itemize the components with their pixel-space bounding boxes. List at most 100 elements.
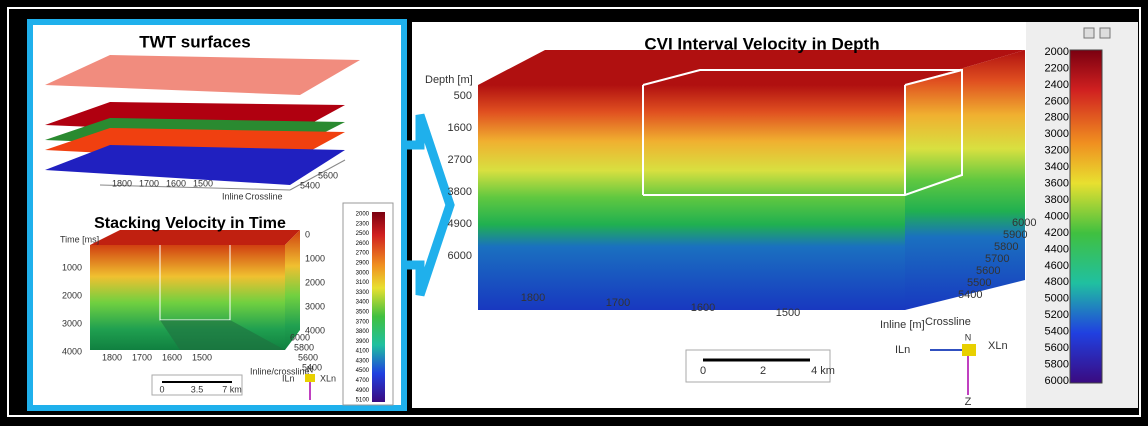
compass-label: ILn — [895, 344, 910, 356]
tick-label: 2000 — [356, 212, 370, 218]
axis-label: Inline/crossline — [250, 366, 310, 376]
tick-label: 4 km — [811, 365, 835, 377]
tick-label: 6000 — [1012, 217, 1036, 229]
compass-label: Z — [965, 396, 972, 408]
cube-top — [478, 50, 1025, 85]
tick-label: 4000 — [305, 325, 325, 335]
tick-label: 5200 — [1045, 309, 1069, 321]
tick-label: 0 — [159, 384, 164, 394]
compass-label: N — [307, 364, 314, 374]
cut-floor — [160, 320, 285, 350]
tick-label: 3000 — [356, 270, 370, 276]
panel-title: TWT surfaces — [139, 32, 250, 51]
tick-label: 6000 — [290, 332, 310, 342]
cut-outline — [642, 69, 963, 196]
window-button[interactable] — [1083, 27, 1095, 39]
tick-label: 3800 — [356, 329, 370, 335]
cut-outline — [904, 69, 963, 86]
tick-label: 4500 — [356, 368, 370, 374]
outer-frame — [7, 7, 1141, 417]
close-button[interactable] — [1099, 27, 1111, 39]
tick-label: 4200 — [1045, 227, 1069, 239]
axis-label: Time [ms] — [60, 234, 99, 244]
tick-label: 4100 — [356, 349, 370, 355]
arrow — [404, 113, 455, 297]
tick-label: 4300 — [356, 358, 370, 364]
tick-label: 5400 — [1045, 326, 1069, 338]
tick-label: 4900 — [356, 388, 370, 394]
surface — [45, 55, 360, 95]
tick-label: 6000 — [448, 250, 472, 262]
axis-label: Crossline — [245, 191, 283, 201]
tick-label: 5500 — [967, 277, 991, 289]
compass-label: XLn — [988, 340, 1008, 352]
tick-label: 1600 — [691, 302, 715, 314]
compass-label: N — [965, 332, 972, 342]
tick-label: 4000 — [62, 346, 82, 356]
tick-label: 1500 — [193, 178, 213, 188]
tick-label: 5800 — [294, 342, 314, 352]
tick-label: 2000 — [62, 290, 82, 300]
tick-label: 2800 — [1045, 112, 1069, 124]
tick-label: 1800 — [112, 178, 132, 188]
tick-label: 1000 — [62, 262, 82, 272]
tick-label: 2500 — [356, 231, 370, 237]
cube-top — [90, 230, 300, 245]
tick-label: 2200 — [1045, 62, 1069, 74]
tick-label: 3000 — [62, 318, 82, 328]
tick-label: 3400 — [1045, 161, 1069, 173]
tick-label: 3200 — [1045, 145, 1069, 157]
surface — [45, 145, 345, 185]
compass-label: ILn — [282, 373, 295, 383]
tick-label: 3300 — [356, 290, 370, 296]
axis-label: Inline — [222, 191, 244, 201]
axis-label: Depth [m] — [425, 74, 473, 86]
axis-line — [289, 159, 346, 191]
tick-label: 1800 — [102, 352, 122, 362]
tick-label: 2 — [760, 365, 766, 377]
tick-label: 5100 — [356, 398, 370, 404]
cube-side — [285, 230, 300, 350]
tick-label: 1600 — [448, 122, 472, 134]
tick-label: 5600 — [298, 352, 318, 362]
colorbar — [372, 212, 385, 402]
tick-label: 2700 — [356, 251, 370, 257]
tick-label: 2000 — [305, 277, 325, 287]
tick-label: 1600 — [166, 178, 186, 188]
tick-label: 4000 — [1045, 210, 1069, 222]
tick-label: 1500 — [776, 307, 800, 319]
tick-label: 3100 — [356, 280, 370, 286]
tick-label: 3600 — [1045, 178, 1069, 190]
tick-label: 2400 — [1045, 79, 1069, 91]
tick-label: 1500 — [192, 352, 212, 362]
tick-label: 3.5 — [191, 384, 204, 394]
tick-label: 4700 — [356, 378, 370, 384]
tick-label: 7 km — [222, 384, 242, 394]
tick-label: 5900 — [1003, 229, 1027, 241]
colorbar — [1069, 49, 1103, 384]
tick-label: 5400 — [958, 289, 982, 301]
cube-side — [905, 50, 1025, 310]
axis-label: Inline [m] — [880, 319, 925, 331]
cvi-cube — [478, 50, 1025, 310]
tick-label: 1700 — [132, 352, 152, 362]
tick-label: 2600 — [356, 241, 370, 247]
axis-line — [99, 184, 291, 191]
tick-label: 5600 — [976, 265, 1000, 277]
tick-label: 3800 — [1045, 194, 1069, 206]
compass-box — [305, 374, 315, 382]
tick-label: 1000 — [305, 253, 325, 263]
tick-label: 5600 — [318, 170, 338, 180]
compass-box — [962, 344, 976, 356]
tick-label: 2900 — [356, 261, 370, 267]
scale-box — [685, 349, 831, 383]
tick-label: 3000 — [305, 301, 325, 311]
compass-label: XLn — [320, 373, 336, 383]
tick-label: 2600 — [1045, 95, 1069, 107]
scale-box — [151, 374, 243, 396]
twt-surfaces — [45, 55, 360, 191]
stacking-cube — [90, 230, 300, 350]
tick-label: 3500 — [356, 309, 370, 315]
